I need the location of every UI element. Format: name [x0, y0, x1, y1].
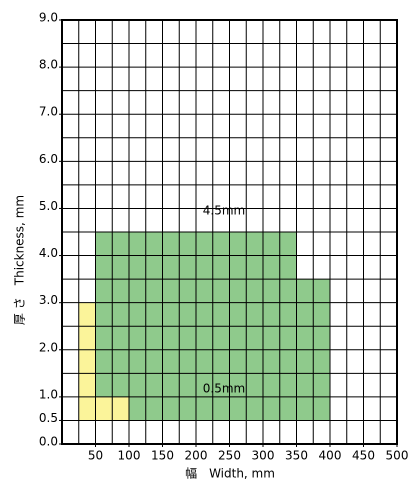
region — [78, 302, 129, 421]
y-tick-label: 9.0 — [39, 11, 58, 25]
y-tick-label: 8.0 — [39, 58, 58, 72]
y-tick-label: 5.0 — [39, 199, 58, 213]
y-tick-label: 3.0 — [39, 293, 58, 307]
x-tick-label: 400 — [319, 449, 342, 463]
y-axis-label: 厚 さ Thickness, mm — [13, 195, 27, 325]
x-tick-label: 250 — [218, 449, 241, 463]
y-tick-label: 7.0 — [39, 105, 58, 119]
y-tick-label: 1.0 — [39, 387, 58, 401]
annotation: 0.5mm — [203, 382, 245, 396]
annotation: 4.5mm — [203, 204, 245, 218]
x-tick-label: 150 — [151, 449, 174, 463]
y-tick-label: 0.5 — [39, 411, 58, 425]
y-tick-label: 0.0 — [39, 435, 58, 449]
y-tick-label: 4.0 — [39, 246, 58, 260]
x-tick-label: 200 — [185, 449, 208, 463]
x-tick-label: 450 — [352, 449, 375, 463]
y-tick-label: 6.0 — [39, 152, 58, 166]
x-tick-label: 500 — [386, 449, 409, 463]
x-tick-label: 300 — [252, 449, 275, 463]
y-tick-label: 2.0 — [39, 340, 58, 354]
x-tick-label: 50 — [88, 449, 103, 463]
x-tick-label: 350 — [285, 449, 308, 463]
x-tick-label: 100 — [118, 449, 141, 463]
x-axis-label: 幅 Width, mm — [185, 466, 275, 481]
